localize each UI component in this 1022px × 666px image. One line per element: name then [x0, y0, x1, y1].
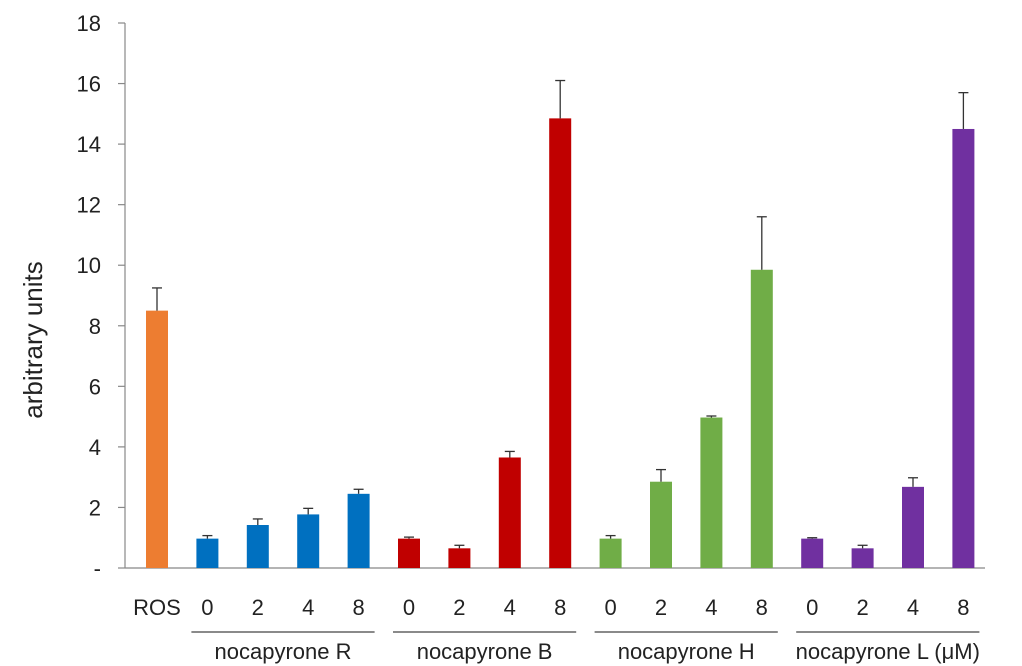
group-label: nocapyrone R: [215, 639, 352, 664]
bar: [498, 457, 521, 568]
y-axis-title: arbitrary units: [18, 261, 48, 419]
y-tick-label: 4: [89, 435, 101, 460]
bar: [398, 538, 420, 568]
x-axis-tick-labels: ROS 0 2 4 8 0 2 4 8 0 2 4 8 0 2 4 8: [133, 595, 969, 620]
bar: [196, 538, 219, 568]
y-tick-label: 6: [89, 374, 101, 399]
bar: [146, 310, 168, 568]
x-tick-label: 0: [806, 595, 818, 620]
y-axis: - 2 4 6 8 10 12 14 16 18: [77, 11, 985, 581]
x-tick-label: 8: [352, 595, 364, 620]
x-tick-label: 0: [403, 595, 415, 620]
x-tick-label: 4: [504, 595, 516, 620]
x-tick-label: 2: [655, 595, 667, 620]
y-tick-label: 12: [77, 193, 101, 218]
y-tick-label: 18: [77, 11, 101, 36]
x-tick-label: 8: [554, 595, 566, 620]
y-tick-label: 8: [89, 314, 101, 339]
group-label: nocapyrone B: [417, 639, 553, 664]
bar: [448, 548, 471, 568]
bar: [549, 118, 572, 568]
bar: [700, 417, 723, 568]
x-tick-label: 4: [302, 595, 314, 620]
bar: [650, 481, 672, 568]
group-label: nocapyrone H: [618, 639, 755, 664]
x-tick-label: 0: [201, 595, 213, 620]
bar: [347, 493, 370, 568]
group-label: nocapyrone L (μM): [796, 639, 980, 664]
x-tick-label: ROS: [133, 595, 181, 620]
x-tick-label: 4: [907, 595, 919, 620]
y-tick-label: 14: [77, 132, 101, 157]
x-tick-label: 2: [453, 595, 465, 620]
error-bars: [152, 79, 969, 549]
bar: [952, 128, 975, 568]
bar: [750, 269, 773, 568]
y-tick-label: 16: [77, 72, 101, 97]
x-tick-label: 8: [957, 595, 969, 620]
bar: [801, 538, 824, 568]
y-tick-label: -: [94, 556, 101, 581]
x-tick-label: 0: [604, 595, 616, 620]
bar: [297, 514, 320, 568]
bar: [851, 548, 874, 568]
bar: [902, 486, 924, 568]
x-tick-label: 2: [252, 595, 264, 620]
x-tick-label: 8: [756, 595, 768, 620]
y-tick-label: 2: [89, 495, 101, 520]
bar: [246, 525, 269, 568]
group-labels: nocapyrone R nocapyrone B nocapyrone H noca…: [191, 631, 980, 664]
y-tick-label: 10: [77, 253, 101, 278]
bar: [599, 538, 622, 568]
x-tick-label: 4: [705, 595, 717, 620]
x-tick-label: 2: [856, 595, 868, 620]
bars: [146, 118, 975, 568]
